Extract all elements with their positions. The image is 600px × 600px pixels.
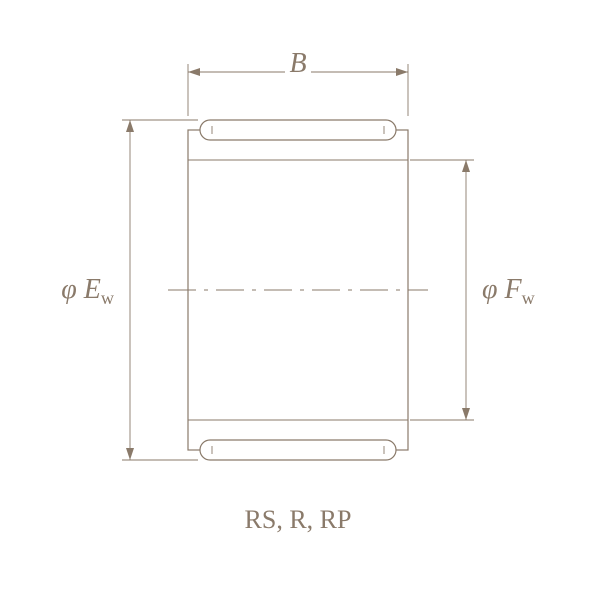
- type-label: RS, R, RP: [245, 505, 352, 534]
- ew-label: φ Ew: [61, 274, 115, 308]
- fw-label: φ Fw: [482, 274, 536, 308]
- width-label: B: [289, 48, 306, 79]
